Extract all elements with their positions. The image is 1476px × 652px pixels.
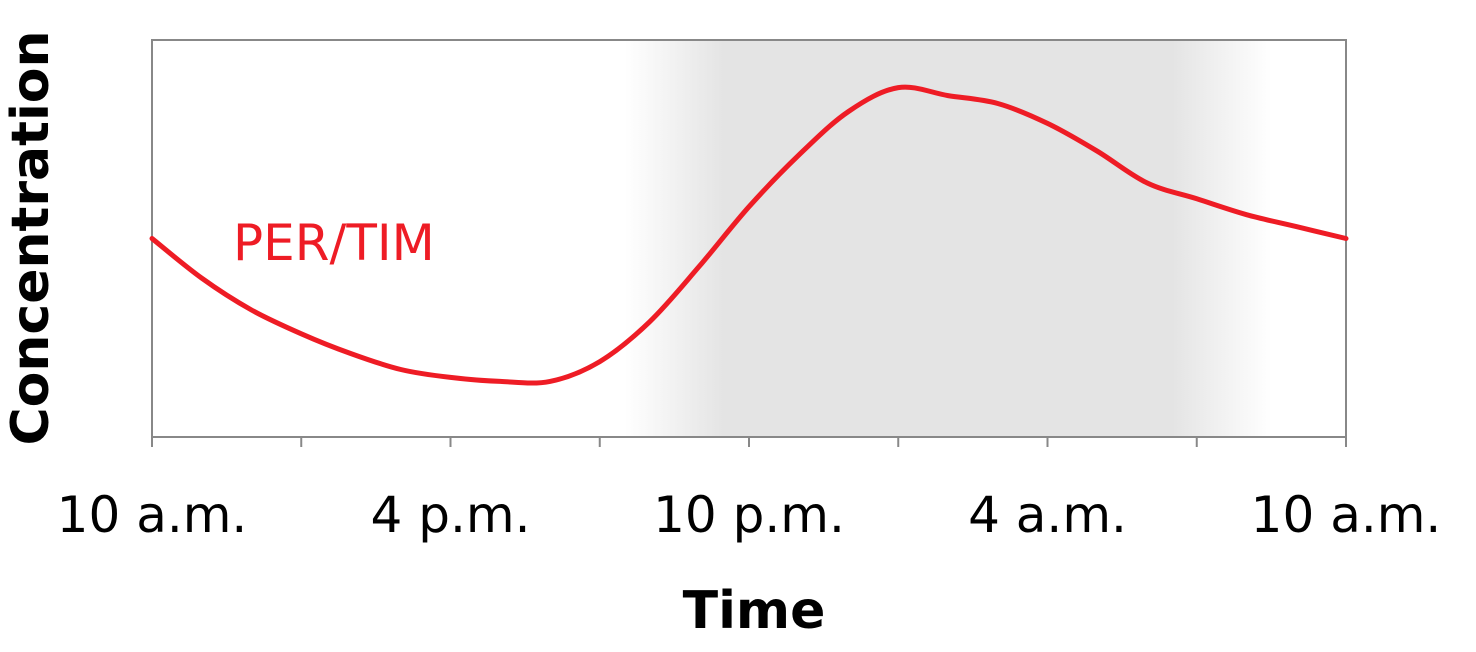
series-line-per-tim [149, 84, 1349, 386]
x-axis-ticks [151, 437, 1347, 447]
x-tick-label: 10 a.m. [1251, 486, 1442, 544]
y-axis-title: Concentration [1, 30, 61, 445]
night-shaded-region [624, 41, 1272, 437]
x-tick-label: 4 p.m. [371, 486, 531, 544]
series-layer: PER/TIM [149, 84, 1349, 386]
x-axis-title: Time [683, 581, 826, 641]
x-tick-label: 4 a.m. [968, 486, 1127, 544]
x-tick-label: 10 a.m. [57, 486, 248, 544]
x-axis-tick-labels: 10 a.m. 4 p.m. 10 p.m. 4 a.m. 10 a.m. [57, 486, 1442, 544]
series-label: PER/TIM [233, 214, 435, 272]
x-tick-label: 10 p.m. [653, 486, 845, 544]
